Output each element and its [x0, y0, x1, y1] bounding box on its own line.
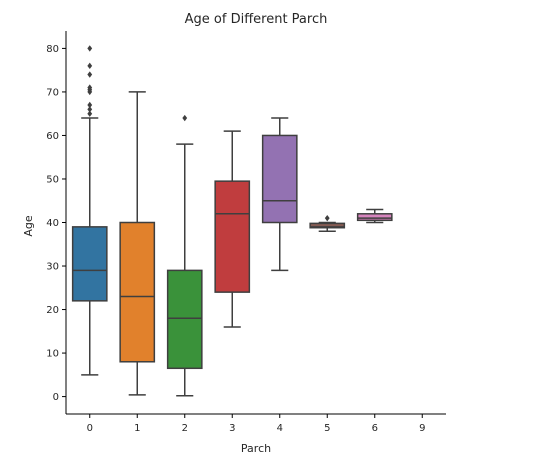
box-1 — [119, 91, 156, 396]
x-tick-label: 5 — [324, 423, 330, 434]
y-axis-label: Age — [22, 215, 35, 237]
x-tick-label: 6 — [372, 423, 378, 434]
outlier-point — [87, 71, 93, 78]
x-tick-label: 3 — [229, 423, 235, 434]
x-tick-label: 2 — [182, 423, 188, 434]
x-axis-label: Parch — [241, 442, 271, 455]
outlier-point — [87, 62, 93, 70]
box-0 — [71, 45, 108, 376]
x-tick-label: 4 — [277, 423, 283, 434]
box-body — [71, 226, 108, 302]
y-tick-label: 80 — [46, 44, 59, 55]
y-tick-label: 60 — [46, 131, 59, 142]
box-2 — [166, 114, 203, 397]
box-6 — [356, 208, 393, 224]
box-body — [166, 269, 203, 370]
y-tick-label: 40 — [46, 218, 59, 229]
x-tick-label: 1 — [134, 423, 140, 434]
y-tick-label: 0 — [53, 392, 59, 403]
box-body — [309, 222, 346, 229]
box-body — [356, 213, 393, 222]
outlier-point — [87, 101, 93, 109]
y-tick-label: 30 — [46, 262, 59, 273]
box-3 — [214, 130, 251, 328]
outlier-point — [87, 84, 93, 91]
boxes-group — [71, 45, 393, 397]
y-tick-label: 50 — [46, 174, 59, 185]
x-tick-label: 9 — [419, 423, 425, 434]
box-body — [261, 134, 298, 224]
box-body — [119, 221, 156, 363]
outlier-point — [87, 45, 93, 52]
box-5 — [309, 214, 346, 232]
outlier-point — [182, 114, 188, 122]
outlier-point — [87, 106, 93, 113]
y-tick-label: 10 — [46, 349, 59, 360]
outlier-point — [324, 214, 330, 222]
outlier-point — [87, 110, 93, 117]
y-tick-label: 70 — [46, 87, 59, 98]
y-axis: 0 10 20 30 40 50 60 70 80 — [46, 31, 67, 414]
box-4 — [261, 117, 298, 272]
box-body — [214, 180, 251, 293]
x-axis: 0 1 2 3 4 5 6 9 — [66, 413, 446, 434]
x-tick-label: 0 — [87, 423, 93, 434]
chart-title: Age of Different Parch — [185, 12, 328, 27]
y-tick-label: 20 — [46, 305, 59, 316]
